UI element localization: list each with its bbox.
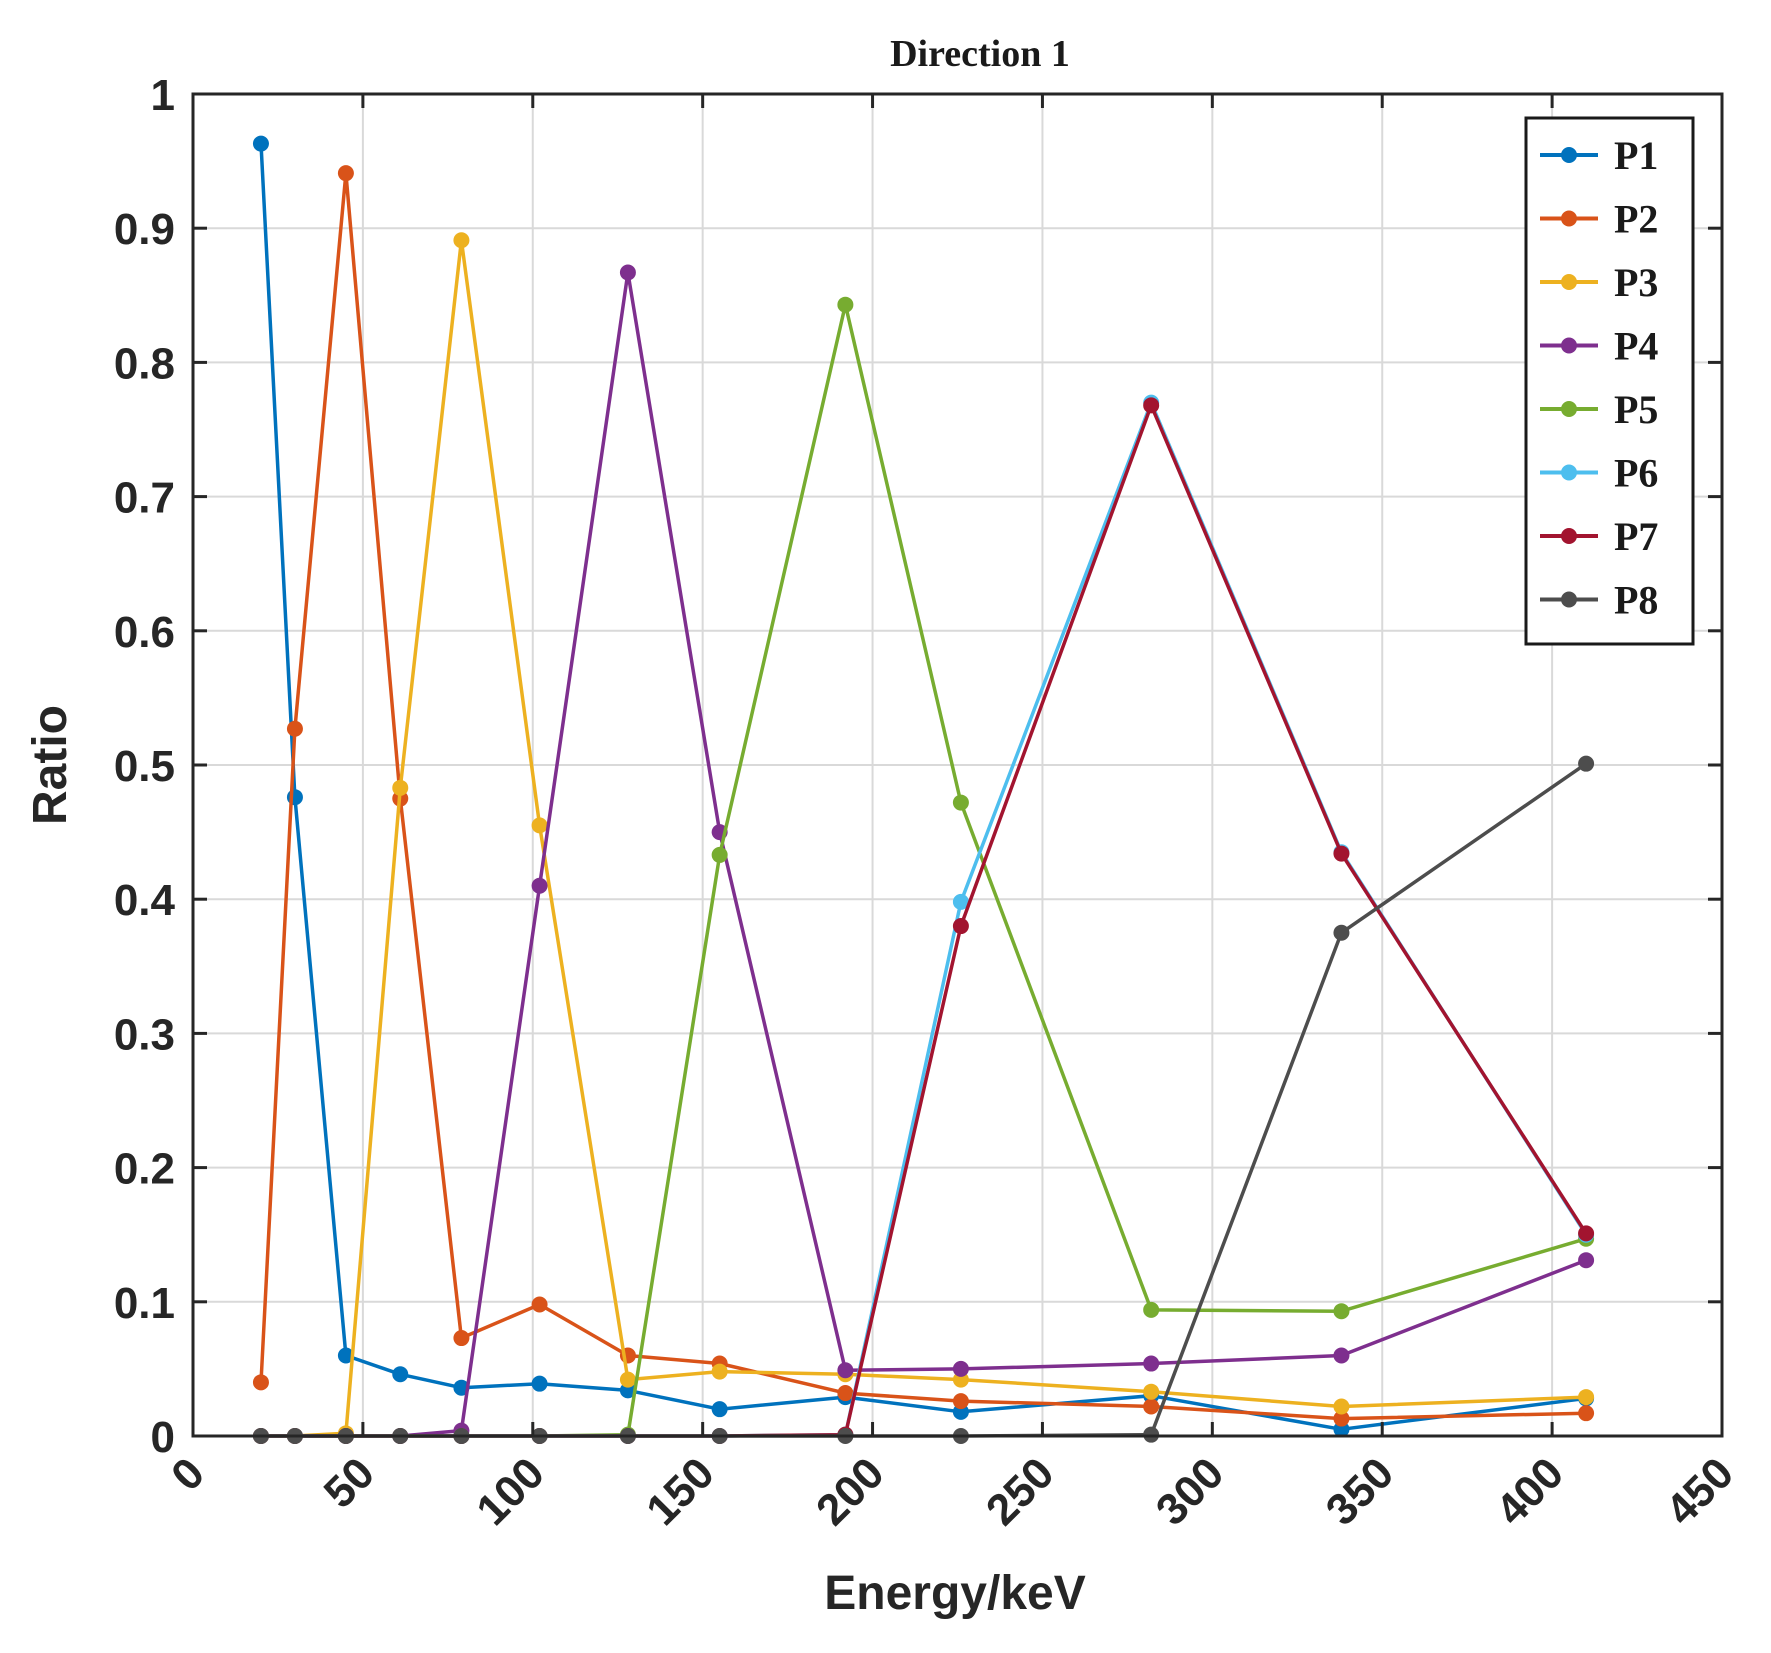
y-tick-label: 0.4 bbox=[114, 876, 176, 925]
series-p2 bbox=[252, 165, 1595, 1427]
legend-label: P5 bbox=[1614, 387, 1658, 432]
y-tick-label: 0.7 bbox=[114, 474, 175, 523]
data-point-p7 bbox=[952, 918, 969, 935]
legend-swatch-marker bbox=[1561, 147, 1577, 163]
legend-item-p4: P4 bbox=[1540, 324, 1658, 369]
data-point-p5 bbox=[1333, 1303, 1350, 1320]
legend-label: P6 bbox=[1614, 451, 1658, 496]
data-point-p3 bbox=[1578, 1389, 1595, 1406]
legend-label: P3 bbox=[1614, 260, 1658, 305]
data-point-p7 bbox=[1143, 397, 1160, 414]
data-point-p1 bbox=[252, 135, 269, 152]
data-point-p1 bbox=[531, 1375, 548, 1392]
data-point-p3 bbox=[619, 1371, 636, 1388]
data-point-p4 bbox=[1333, 1347, 1350, 1364]
data-point-p3 bbox=[711, 1363, 728, 1380]
y-tick-label: 0.1 bbox=[114, 1279, 175, 1328]
legend-label: P2 bbox=[1614, 197, 1658, 242]
tick-marks bbox=[191, 92, 1724, 1438]
legend-item-p2: P2 bbox=[1540, 197, 1658, 242]
legend-item-p3: P3 bbox=[1540, 260, 1658, 305]
data-point-p7 bbox=[1578, 1225, 1595, 1242]
y-tick-label: 0.5 bbox=[114, 742, 175, 791]
y-tick-labels: 0 0.1 0.2 0.3 0.4 0.5 0.6 0.7 0.8 0.9 1 bbox=[114, 71, 176, 1462]
data-point-p2 bbox=[1333, 1410, 1350, 1427]
legend-swatch-marker bbox=[1561, 210, 1577, 227]
data-point-p3 bbox=[1333, 1398, 1350, 1415]
legend-swatch-marker bbox=[1561, 591, 1577, 608]
data-point-p2 bbox=[1578, 1405, 1595, 1422]
legend-item-p1: P1 bbox=[1540, 133, 1658, 178]
data-point-p2 bbox=[531, 1296, 548, 1313]
legend-items: P1 P2 P3 P4 P5 P6 P7 P8 bbox=[1540, 133, 1658, 623]
legend-label: P1 bbox=[1614, 133, 1658, 178]
y-tick-label: 0.9 bbox=[114, 205, 175, 254]
y-tick-label: 0.3 bbox=[114, 1010, 175, 1059]
data-point-p1 bbox=[392, 1366, 409, 1383]
data-point-p2 bbox=[1143, 1398, 1160, 1415]
legend-item-p5: P5 bbox=[1540, 387, 1658, 432]
data-point-p4 bbox=[531, 877, 548, 894]
data-point-p3 bbox=[1143, 1383, 1160, 1400]
data-point-p5 bbox=[952, 794, 969, 811]
data-point-p2 bbox=[952, 1393, 969, 1410]
data-point-p4 bbox=[1143, 1355, 1160, 1372]
legend-swatch-marker bbox=[1561, 401, 1577, 417]
legend-box bbox=[1524, 116, 1695, 646]
data-point-p5 bbox=[837, 296, 854, 313]
y-axis-label: Ratio bbox=[24, 705, 77, 825]
chart-title: Direction 1 bbox=[890, 33, 1070, 75]
legend: P1 P2 P3 P4 P5 P6 P7 P8 bbox=[1524, 116, 1695, 646]
legend-item-p6: P6 bbox=[1540, 451, 1658, 496]
data-point-p5 bbox=[1143, 1301, 1160, 1318]
data-point-p3 bbox=[453, 232, 470, 249]
data-point-p1 bbox=[711, 1401, 728, 1418]
data-point-p4 bbox=[619, 264, 636, 281]
data-point-p2 bbox=[337, 165, 354, 182]
legend-swatch-marker bbox=[1561, 528, 1577, 544]
data-point-p2 bbox=[286, 720, 303, 737]
data-point-p2 bbox=[837, 1385, 854, 1402]
y-tick-label: 0.6 bbox=[114, 608, 175, 657]
y-tick-label: 0 bbox=[151, 1413, 175, 1462]
data-point-p2 bbox=[252, 1374, 269, 1391]
data-point-p6 bbox=[952, 893, 969, 910]
y-tick-label: 0.2 bbox=[114, 1145, 175, 1194]
data-point-p7 bbox=[1333, 845, 1350, 862]
data-point-p3 bbox=[392, 779, 409, 796]
legend-swatch-marker bbox=[1561, 337, 1577, 354]
y-tick-label: 1 bbox=[151, 71, 175, 120]
legend-label: P7 bbox=[1614, 514, 1658, 559]
x-axis-label: Energy/keV bbox=[824, 1567, 1085, 1620]
data-point-p2 bbox=[453, 1330, 470, 1347]
legend-swatch-marker bbox=[1561, 464, 1577, 481]
legend-label: P4 bbox=[1614, 324, 1658, 369]
data-point-p1 bbox=[337, 1347, 354, 1364]
legend-item-p7: P7 bbox=[1540, 514, 1658, 559]
y-tick-label: 0.8 bbox=[114, 339, 175, 388]
data-point-p4 bbox=[1578, 1252, 1595, 1269]
data-point-p8 bbox=[1333, 924, 1350, 941]
data-point-p8 bbox=[1578, 755, 1595, 772]
data-point-p5 bbox=[711, 846, 728, 863]
data-point-p4 bbox=[952, 1360, 969, 1377]
data-point-p3 bbox=[531, 817, 548, 834]
data-point-p4 bbox=[837, 1362, 854, 1379]
legend-swatch-marker bbox=[1561, 274, 1577, 290]
legend-label: P8 bbox=[1614, 578, 1658, 623]
legend-item-p8: P8 bbox=[1540, 578, 1658, 623]
